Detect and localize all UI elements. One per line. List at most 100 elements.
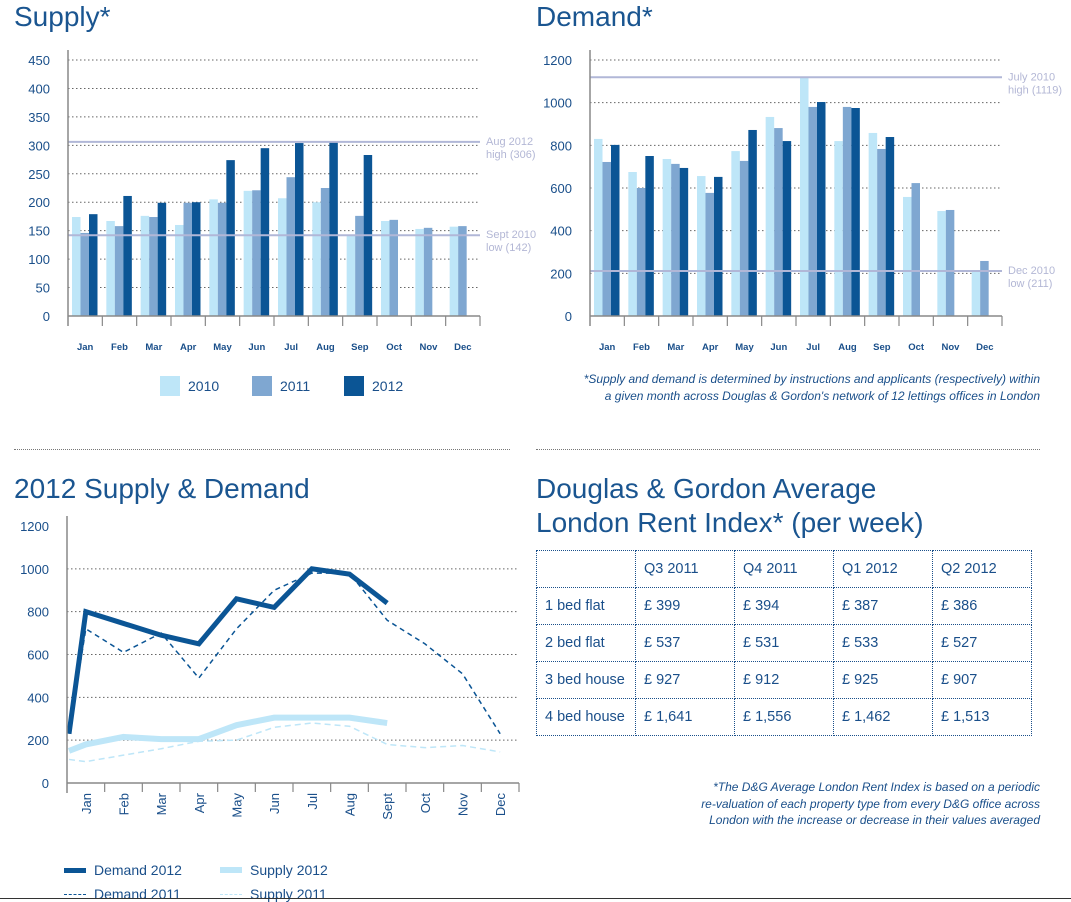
supply-y-tick-label: 450 <box>28 53 50 68</box>
demand-x-tick-label: Apr <box>702 342 719 353</box>
table-cell: £ 394 <box>734 587 834 625</box>
supply-bar-2010-Feb <box>106 220 115 316</box>
supply-demand-note: *Supply and demand is determined by inst… <box>584 371 1040 404</box>
note-line: a given month across Douglas & Gordon's … <box>604 388 1040 403</box>
rent-title-line2: London Rent Index* (per week) <box>536 507 924 538</box>
table-cell: £ 537 <box>635 624 735 662</box>
supply-x-tick-label: Jul <box>284 342 298 353</box>
demand-y-tick-label: 1000 <box>543 96 572 111</box>
legend-label: 2012 <box>372 378 404 394</box>
note-line: *Supply and demand is determined by inst… <box>583 372 1040 386</box>
demand-bar-2011-Sep <box>877 148 886 316</box>
table-cell: £ 1,513 <box>932 698 1032 736</box>
sd-line-demand-2011 <box>68 572 501 735</box>
supply-bar-2011-Feb <box>114 226 124 316</box>
legend-swatch <box>160 376 180 396</box>
sd-y-tick-label: 800 <box>27 605 49 620</box>
table-cell: £ 927 <box>635 661 735 699</box>
legend-line <box>64 867 86 873</box>
demand-bar-2010-Oct <box>903 196 912 316</box>
supply-x-tick-label: May <box>213 342 232 353</box>
column-header: Q3 2011 <box>635 550 735 588</box>
demand-x-tick-label: Dec <box>976 342 993 353</box>
demand-bar-2012-Sep <box>885 137 895 316</box>
demand-bar-2011-May <box>739 160 749 316</box>
row-label: 4 bed house <box>536 698 636 736</box>
supply-bar-2011-Dec <box>458 226 467 316</box>
demand-reference-label: Dec 2010 <box>1008 265 1055 277</box>
supply-reference-label: Aug 2012 <box>486 136 533 148</box>
line-legend-demand-2012: Demand 2012 <box>64 862 182 878</box>
note-line: re-valuation of each property type from … <box>701 796 1040 811</box>
table-cell: £ 912 <box>734 661 834 699</box>
legend-label: 2010 <box>188 378 220 394</box>
supply-bar-2012-Mar <box>157 202 167 316</box>
demand-x-tick-label: Jun <box>770 342 787 353</box>
supply-bar-2010-Jan <box>72 217 81 316</box>
row-label: 2 bed flat <box>536 624 636 662</box>
demand-bar-2010-Sep <box>868 132 878 316</box>
sd-x-tick-label: Dec <box>493 793 508 817</box>
supply-y-tick-label: 100 <box>28 252 50 267</box>
supply-bar-2010-Apr <box>175 224 184 316</box>
bar-legend-2011: 2011 <box>252 376 310 396</box>
column-header: Q2 2012 <box>932 550 1032 588</box>
demand-x-tick-label: Feb <box>633 342 650 353</box>
demand-y-tick-label: 1200 <box>543 53 572 68</box>
sd-x-tick-label: May <box>230 793 245 818</box>
sd-line-demand-2012 <box>66 566 389 735</box>
rent-title-line1: Douglas & Gordon Average <box>536 473 877 504</box>
note-line: *The D&G Average London Rent Index is ba… <box>713 780 1040 794</box>
table-row: 1 bed flat £ 399 £ 394 £ 387 £ 386 <box>536 587 1032 625</box>
supply-bar-2011-Jan <box>80 232 89 316</box>
supply-bar-2012-May <box>226 160 235 316</box>
demand-reference-label: July 2010 <box>1008 71 1055 83</box>
sd-x-tick-label: Mar <box>154 792 169 815</box>
demand-bar-2011-Mar <box>671 163 680 316</box>
demand-x-tick-label: Nov <box>942 342 961 353</box>
demand-bar-2012-Mar <box>679 167 689 316</box>
sd-x-tick-label: Jan <box>79 793 94 814</box>
divider <box>536 449 1040 450</box>
supply-reference-label: low (142) <box>486 242 531 254</box>
demand-bar-2011-Nov <box>945 209 955 316</box>
demand-bar-2011-Apr <box>705 192 714 316</box>
sd-x-tick-label: Sept <box>380 793 395 820</box>
rent-index-table: Q3 2011 Q4 2011 Q1 2012 Q2 2012 1 bed flat £ … <box>536 550 1032 736</box>
table-cell: £ 386 <box>932 587 1032 625</box>
demand-bar-2011-Dec <box>980 260 989 316</box>
demand-y-tick-label: 800 <box>550 138 572 153</box>
demand-bar-2010-Jan <box>594 138 603 316</box>
demand-reference-label: high (1119) <box>1008 84 1062 96</box>
sd-x-tick-label: Jul <box>305 793 320 810</box>
supply-bar-2011-Aug <box>320 188 330 316</box>
legend-line <box>220 893 242 895</box>
table-cell: £ 387 <box>833 587 933 625</box>
rent-note: *The D&G Average London Rent Index is ba… <box>701 779 1040 829</box>
supply-bar-2011-Apr <box>183 202 192 316</box>
supply-y-tick-label: 200 <box>28 195 50 210</box>
supply-bar-2012-Apr <box>192 202 201 316</box>
table-cell: £ 1,641 <box>635 698 735 736</box>
supply-x-tick-label: Mar <box>145 342 162 353</box>
supply-bar-2010-Mar <box>140 215 150 316</box>
supply-x-tick-label: Sep <box>351 342 369 353</box>
legend-line <box>220 867 242 873</box>
supply-y-tick-label: 0 <box>43 309 50 324</box>
row-label: 1 bed flat <box>536 587 636 625</box>
sd-y-tick-label: 200 <box>27 733 49 748</box>
table-cell: £ 925 <box>833 661 933 699</box>
supply-bar-2010-Aug <box>312 202 321 316</box>
sd2012-title: 2012 Supply & Demand <box>14 473 310 504</box>
supply-title: Supply* <box>14 1 111 32</box>
supply-y-tick-label: 300 <box>28 138 50 153</box>
legend-label: Supply 2012 <box>250 862 328 878</box>
divider <box>14 449 510 450</box>
sd-x-tick-label: Feb <box>117 793 132 815</box>
supply-bar-2011-May <box>217 202 227 316</box>
demand-reference-label: low (211) <box>1008 278 1052 290</box>
supply-y-tick-label: 250 <box>28 167 50 182</box>
demand-x-tick-label: Jul <box>806 342 820 353</box>
supply-y-tick-label: 150 <box>28 224 50 239</box>
